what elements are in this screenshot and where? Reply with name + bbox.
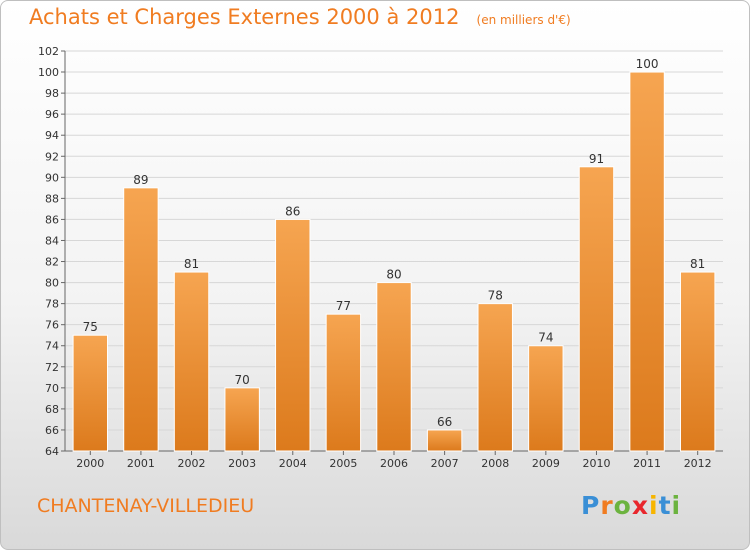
bar-value-label: 100 xyxy=(636,57,659,71)
bar xyxy=(123,187,159,452)
y-tick-label: 100 xyxy=(38,66,59,79)
bars xyxy=(72,71,716,452)
y-tick-label: 74 xyxy=(45,340,59,353)
logo-letter: i xyxy=(671,491,682,520)
y-tick-label: 68 xyxy=(45,403,59,416)
y-tick-label: 82 xyxy=(45,256,59,269)
y-tick-label: 66 xyxy=(45,424,59,437)
bar xyxy=(528,345,564,452)
logo-letter: P xyxy=(581,491,601,520)
x-tick-label: 2011 xyxy=(633,457,661,470)
bar-value-label: 70 xyxy=(235,373,250,387)
bar-value-label: 74 xyxy=(538,331,553,345)
x-tick-label: 2010 xyxy=(582,457,610,470)
logo-letter: t xyxy=(658,491,672,520)
bar-value-label: 75 xyxy=(83,320,98,334)
bar-value-label: 91 xyxy=(589,152,604,166)
y-tick-label: 92 xyxy=(45,150,59,163)
y-tick-label: 64 xyxy=(45,445,59,458)
proxiti-logo: Proxiti xyxy=(581,491,681,520)
x-tick-label: 2004 xyxy=(279,457,307,470)
y-tick-label: 98 xyxy=(45,87,59,100)
bar xyxy=(426,429,463,452)
x-tick-label: 2012 xyxy=(684,457,712,470)
logo-letter: o xyxy=(613,491,632,520)
y-tick-label: 80 xyxy=(45,277,59,290)
bar-value-labels: 75 89 81 70 86 77 80 66 78 74 91 100 81 xyxy=(83,57,706,429)
x-tick-label: 2003 xyxy=(228,457,256,470)
x-tick-label: 2000 xyxy=(76,457,104,470)
bar xyxy=(376,282,412,452)
x-tick-labels: 2000 2001 2002 2003 2004 2005 2006 2007 2008 2009… xyxy=(76,451,712,470)
y-tick-label: 102 xyxy=(38,45,59,58)
place-name: CHANTENAY-VILLEDIEU xyxy=(37,495,255,517)
logo-letter: r xyxy=(600,491,614,520)
x-tick-label: 2008 xyxy=(481,457,509,470)
y-tick-label: 84 xyxy=(45,234,59,247)
chart-title: Achats et Charges Externes 2000 à 2012 xyxy=(29,5,460,29)
x-tick-label: 2001 xyxy=(127,457,155,470)
bar-value-label: 78 xyxy=(488,289,503,303)
chart-title-block: Achats et Charges Externes 2000 à 2012 (… xyxy=(29,5,571,29)
bar-value-label: 89 xyxy=(133,173,148,187)
bar xyxy=(173,271,210,452)
x-tick-label: 2002 xyxy=(178,457,206,470)
x-tick-label: 2009 xyxy=(532,457,560,470)
bar-value-label: 81 xyxy=(184,257,199,271)
logo-letter: x xyxy=(631,491,649,520)
bar xyxy=(72,334,109,452)
bar xyxy=(578,166,615,452)
y-tick-label: 96 xyxy=(45,108,59,121)
bar xyxy=(224,387,260,452)
x-tick-label: 2005 xyxy=(329,457,357,470)
bar xyxy=(629,71,665,452)
y-tick-label: 94 xyxy=(45,129,59,142)
y-tick-label: 78 xyxy=(45,298,59,311)
bar xyxy=(679,271,716,452)
y-tick-label: 88 xyxy=(45,192,59,205)
y-tick-labels: 64 66 68 70 72 74 76 78 80 82 84 86 88 90 92 94 96 98 100 1… xyxy=(38,45,59,458)
y-tick-label: 86 xyxy=(45,213,59,226)
bar-value-label: 81 xyxy=(690,257,705,271)
y-tick-label: 72 xyxy=(45,361,59,374)
y-tick-label: 90 xyxy=(45,171,59,184)
x-tick-label: 2006 xyxy=(380,457,408,470)
bar xyxy=(325,313,362,452)
x-tick-label: 2007 xyxy=(431,457,459,470)
bar-value-label: 66 xyxy=(437,415,452,429)
y-tick-label: 70 xyxy=(45,382,59,395)
bar xyxy=(477,303,513,452)
chart-unit-note: (en milliers d'€) xyxy=(476,13,571,27)
y-tick-label: 76 xyxy=(45,319,59,332)
logo-letter: i xyxy=(649,491,659,520)
bar-value-label: 80 xyxy=(386,268,401,282)
bar-value-label: 86 xyxy=(285,204,300,218)
bar xyxy=(275,218,311,452)
bar-value-label: 77 xyxy=(336,299,351,313)
